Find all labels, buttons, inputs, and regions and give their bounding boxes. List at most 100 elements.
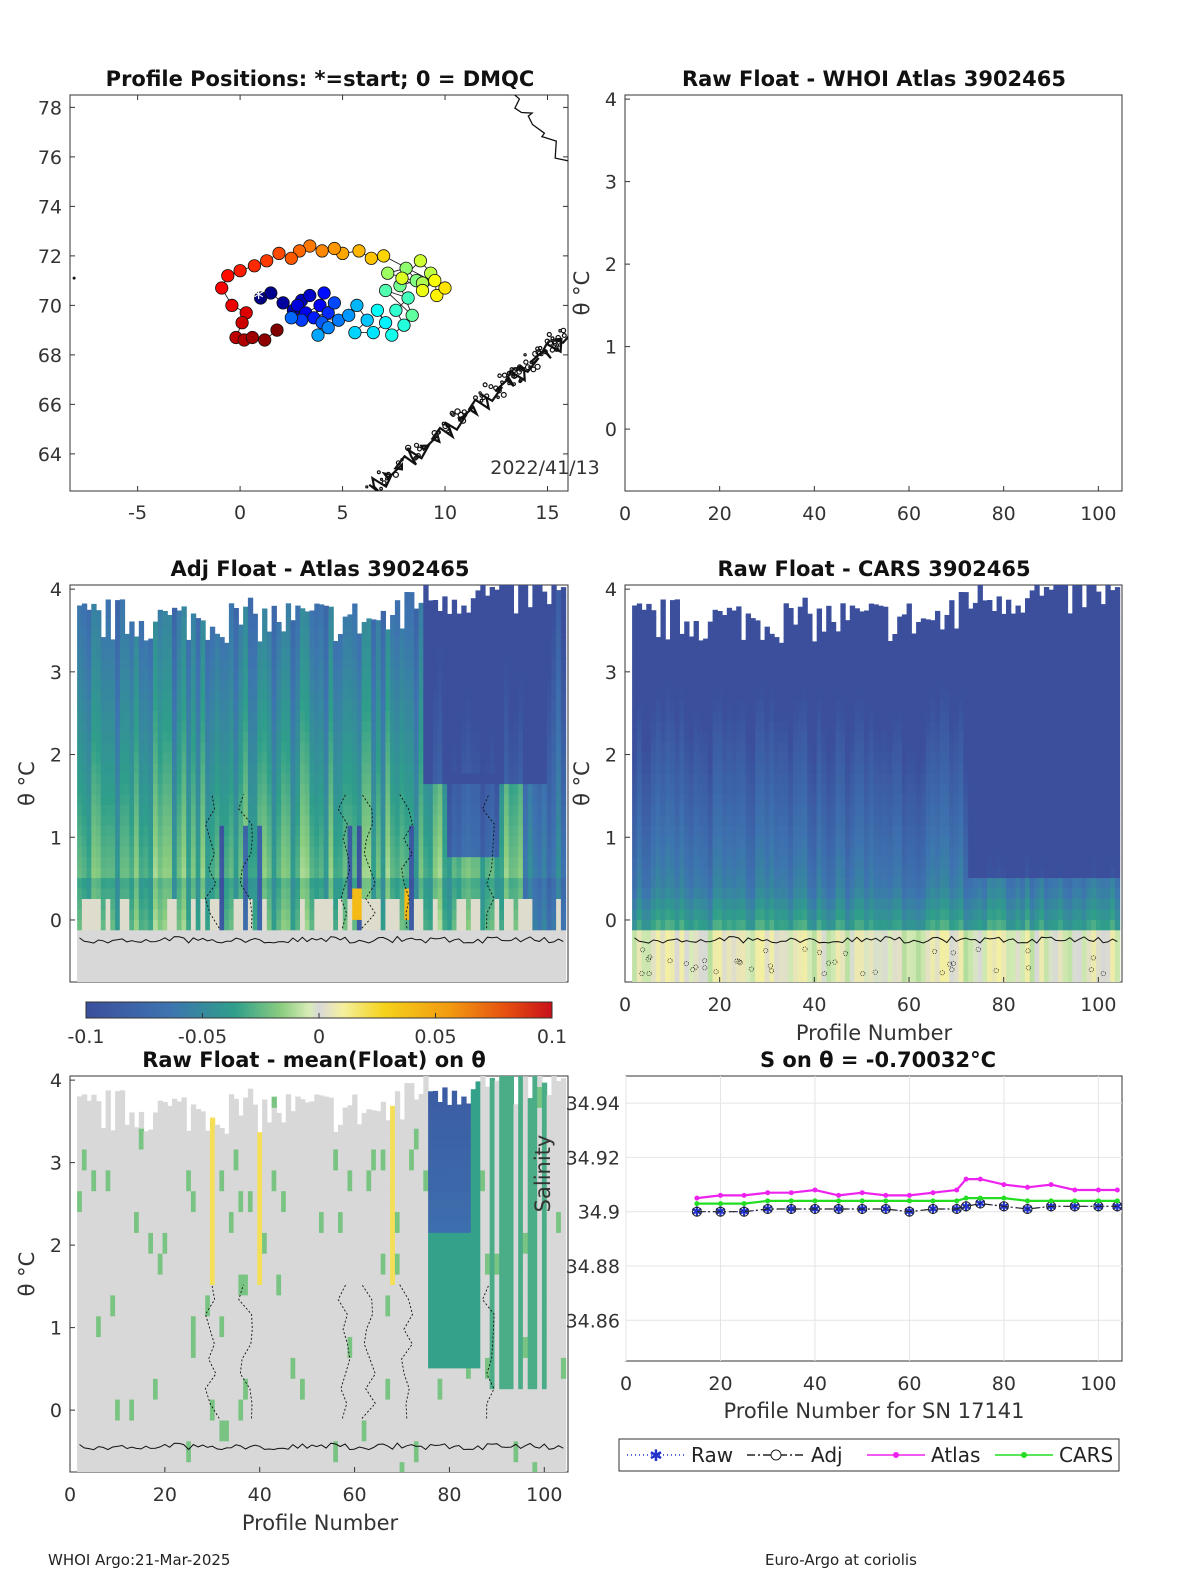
heat-cell	[138, 908, 145, 920]
heat-cell	[840, 376, 845, 387]
heat-cell	[1087, 356, 1092, 367]
heat-cell	[997, 429, 1002, 440]
heat-cell	[997, 168, 1002, 179]
y-tick-label: 74	[38, 196, 62, 218]
heat-cell	[153, 846, 159, 858]
heat-cell	[661, 189, 666, 200]
heat-cell	[987, 220, 992, 231]
heat-cell	[661, 137, 666, 148]
heat-cell	[110, 793, 116, 805]
heat-cell	[717, 210, 722, 221]
heat-cell	[656, 345, 661, 356]
heat-cell	[209, 888, 216, 899]
heat-cell	[1030, 387, 1035, 398]
heat-cell	[717, 397, 722, 408]
heat-cell	[1082, 429, 1087, 440]
heat-cell	[694, 449, 699, 460]
heat-cell	[1016, 293, 1021, 304]
heat-cell	[1068, 231, 1073, 242]
heat-cell	[803, 137, 808, 148]
heat-cell	[205, 668, 211, 680]
heat-cell	[1039, 460, 1044, 471]
heat-cell	[945, 126, 950, 137]
heat-cell	[176, 898, 182, 910]
heat-cell	[679, 356, 684, 367]
heat-cell	[959, 387, 964, 398]
heat-cell	[992, 210, 997, 221]
heat-cell	[167, 888, 173, 899]
profile-point	[321, 306, 335, 320]
heat-cell	[1011, 262, 1016, 273]
heat-cell	[874, 241, 879, 252]
heat-cell	[935, 439, 940, 450]
heat-cell	[803, 439, 808, 450]
heat-cell	[1082, 324, 1087, 335]
heat-cell	[138, 793, 145, 805]
heat-cell	[96, 825, 102, 837]
heat-cell	[81, 908, 88, 920]
heat-cell	[1091, 241, 1096, 252]
heat-cell	[859, 262, 864, 273]
heat-cell	[190, 846, 197, 858]
heat-cell	[656, 199, 661, 210]
heat-cell	[86, 961, 92, 973]
heat-cell	[651, 158, 656, 169]
heat-cell	[713, 387, 718, 398]
heat-cell	[1063, 272, 1068, 283]
heat-cell	[656, 303, 661, 314]
heat-cell	[115, 814, 121, 826]
heat-cell	[91, 637, 97, 649]
heat-cell	[134, 898, 140, 910]
heat-cell	[1072, 335, 1077, 346]
heat-cell	[1082, 262, 1087, 273]
heat-cell	[1087, 376, 1092, 387]
heat-cell	[1020, 272, 1025, 283]
heat-cell	[651, 387, 656, 398]
heat-cell	[129, 720, 135, 732]
heat-cell	[190, 613, 197, 617]
heat-cell	[746, 283, 751, 294]
heat-cell	[1034, 439, 1039, 450]
heat-cell	[138, 762, 145, 774]
heat-cell	[788, 418, 793, 429]
heat-cell	[911, 429, 916, 440]
heat-cell	[1053, 366, 1058, 377]
heat-cell	[1096, 366, 1101, 377]
heat-cell	[902, 324, 907, 335]
heat-cell	[679, 262, 684, 273]
heat-cell	[803, 324, 808, 335]
heat-cell	[959, 262, 964, 273]
heat-cell	[755, 356, 760, 367]
heat-cell	[205, 658, 211, 670]
heat-cell	[1049, 429, 1054, 440]
heat-cell	[883, 481, 888, 492]
heat-cell	[954, 138, 959, 147]
heat-cell	[774, 168, 779, 179]
heat-cell	[642, 189, 647, 200]
heat-cell	[973, 314, 978, 325]
heat-cell	[1072, 366, 1077, 377]
heat-cell	[864, 439, 869, 450]
heat-cell	[143, 919, 149, 931]
heat-cell	[793, 408, 798, 419]
heat-cell	[77, 605, 83, 617]
heat-cell	[945, 178, 950, 189]
heat-cell	[935, 137, 940, 148]
heat-cell	[963, 126, 968, 137]
heat-cell	[1091, 210, 1096, 221]
heat-cell	[888, 158, 893, 169]
heat-cell	[855, 408, 860, 419]
heat-cell	[124, 940, 130, 952]
heat-cell	[176, 752, 182, 764]
heat-cell	[1025, 262, 1030, 273]
heat-cell	[167, 793, 173, 805]
heat-cell	[821, 429, 826, 440]
heat-cell	[892, 460, 897, 471]
heat-cell	[1025, 303, 1030, 314]
heat-cell	[987, 262, 992, 273]
heat-cell	[713, 220, 718, 231]
heat-cell	[954, 314, 959, 325]
heat-cell	[670, 199, 675, 210]
heat-cell	[670, 470, 675, 481]
heat-cell	[736, 345, 741, 356]
